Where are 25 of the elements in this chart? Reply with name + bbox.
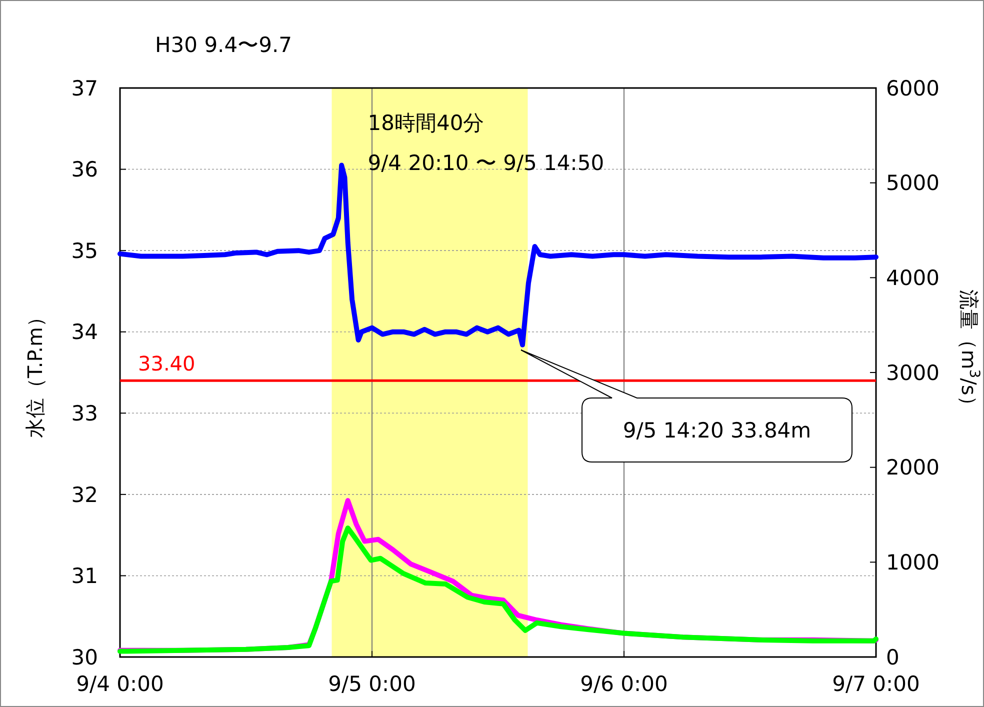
y2-tick-label: 2000	[886, 456, 940, 480]
y-axis-title: 水位（T.P.m）	[23, 307, 47, 438]
y2-tick-label: 0	[886, 645, 900, 670]
y-tick-label: 35	[71, 238, 98, 263]
y2-tick-label: 6000	[886, 76, 940, 100]
x-tick-label: 9/7 0:00	[832, 672, 920, 696]
annotation: 9/4 20:10 〜 9/5 14:50	[368, 151, 604, 175]
annotation: 9/5 14:20 33.84m	[622, 418, 812, 442]
y2-tick-label: 5000	[886, 171, 940, 196]
y-tick-label: 34	[71, 320, 98, 344]
y-tick-label: 36	[71, 158, 98, 182]
band-label: 18時間40分	[368, 111, 484, 135]
y-tick-label: 31	[71, 564, 98, 588]
x-tick-label: 9/4 0:00	[76, 672, 164, 696]
chart-title: H30 9.4〜9.7	[155, 33, 292, 57]
ref-line-label: 33.40	[138, 352, 196, 376]
y-tick-label: 30	[71, 645, 98, 670]
y2-tick-label: 4000	[886, 266, 940, 290]
x-tick-label: 9/6 0:00	[580, 672, 668, 696]
y-tick-label: 33	[71, 401, 98, 426]
y-tick-label: 32	[71, 482, 98, 507]
y2-tick-label: 1000	[886, 550, 940, 575]
y2-tick-label: 3000	[886, 360, 940, 385]
y-tick-label: 37	[71, 76, 98, 100]
x-tick-label: 9/5 0:00	[328, 672, 416, 696]
